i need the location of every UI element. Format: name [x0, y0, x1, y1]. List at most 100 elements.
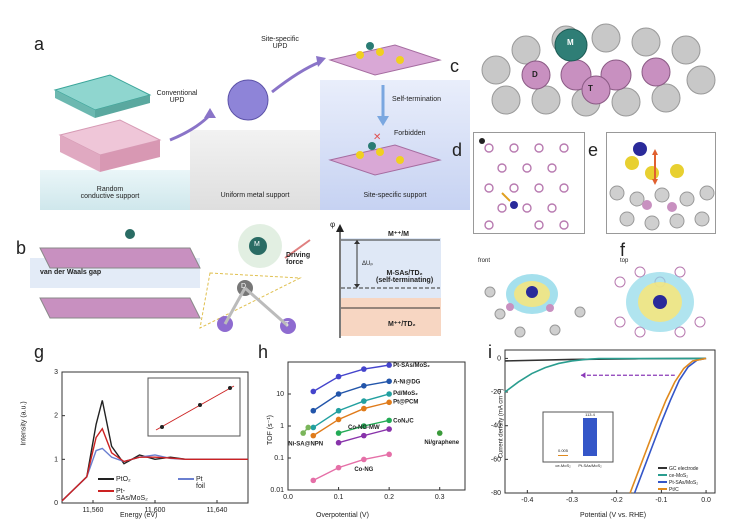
i-ytick-label: 0 [497, 355, 501, 362]
i-inset-bar-label: Pt-SAs/MoS₂ [578, 463, 602, 468]
level-td2-label: M⁺⁺/TD₂ [388, 321, 416, 328]
panel-e-structure [609, 142, 715, 231]
panel-f-label: f [620, 240, 626, 260]
g-series-line [61, 447, 248, 502]
step-site-specific-upd: Site-specific UPD [261, 36, 299, 50]
h-data-point [386, 362, 392, 368]
h-data-point [335, 464, 342, 471]
g-plot-frame [61, 371, 249, 504]
i-inset-bar [558, 455, 568, 456]
g-legend-ptsas: Pt-SAs/MoS₂ [116, 488, 148, 502]
h-series-label: Ni-SA@NPN [288, 441, 323, 447]
h-series-label: Ni/graphene [424, 440, 459, 446]
h-series-line [338, 419, 390, 434]
g-inset-frame [147, 377, 241, 437]
atom-m [554, 28, 588, 62]
i-ylabel: Current density (mA cm⁻²) [498, 388, 505, 459]
panel-e-box [606, 132, 716, 234]
h-data-point [335, 391, 342, 397]
atom-t-label: T [285, 321, 290, 328]
h-data-point [386, 391, 392, 397]
h-data-point [310, 477, 317, 484]
atom-d-label: D [241, 283, 247, 290]
h-ytick-label: 0.01 [270, 487, 284, 494]
h-series-line [312, 453, 390, 481]
panel-e-label: e [588, 140, 599, 160]
site-specific-structure-top [328, 42, 442, 76]
panel-c-structure [481, 23, 716, 117]
g-xtick-label: 11,640 [207, 507, 228, 514]
h-series-line [312, 364, 390, 393]
i-shift-arrowhead [580, 372, 586, 379]
g-inset-point [160, 425, 164, 429]
i-legend-entry: Pt/C [669, 487, 679, 493]
g-inset-line [155, 385, 235, 431]
i-legend-entry: GC electrode [669, 466, 699, 472]
h-data-point [361, 432, 367, 439]
h-ytick-label: 10 [276, 391, 284, 398]
g-ytick-label: 1 [54, 456, 58, 463]
h-series-label: A-Ni@DG [393, 379, 421, 385]
i-xtick-label: -0.1 [655, 497, 667, 504]
f-view-front: front [478, 258, 491, 264]
panel-g-label: g [34, 342, 45, 362]
panel-c-label: c [450, 56, 459, 76]
h-series-label: CoNₓ/C [393, 418, 414, 424]
g-inset-point [198, 403, 202, 407]
h-series-label: Pd/MoS₂ [393, 391, 418, 397]
vdw-gap-label: van der Waals gap [40, 269, 102, 276]
h-data-point [361, 456, 367, 463]
g-ytick-label: 3 [54, 369, 58, 376]
i-xtick-label: -0.3 [566, 497, 578, 504]
driving-force-label: Driving force [286, 252, 311, 266]
panel-h-label: h [258, 342, 269, 362]
g-legend-pto2: PtO₂ [116, 476, 131, 483]
h-series-label: Co-NG [354, 467, 373, 473]
h-plot-frame [287, 361, 466, 491]
g-series-line [61, 427, 248, 502]
step-forbidden: Forbidden [394, 130, 426, 137]
i-series-line [504, 357, 707, 393]
h-xtick-label: 0.1 [334, 494, 344, 501]
h-data-point [335, 416, 342, 423]
h-data-point [335, 373, 342, 380]
h-data-point [335, 407, 342, 414]
i-series-line [629, 357, 707, 494]
h-series-line [312, 380, 390, 412]
panel-a-label: a [34, 34, 45, 54]
i-xtick-label: -0.2 [611, 497, 623, 504]
h-data-point [300, 430, 306, 436]
svg-text:✕: ✕ [373, 132, 381, 143]
step-self-termination: Self-termination [392, 96, 442, 103]
panel-f-charge-maps [484, 266, 706, 338]
h-data-point [386, 417, 392, 424]
c-atom-t: T [588, 84, 593, 93]
i-xtick-label: -0.4 [521, 497, 533, 504]
i-inset-frame [542, 411, 614, 463]
h-data-point [310, 407, 317, 414]
g-inset-point [228, 386, 232, 390]
panel-b-graphic [30, 224, 441, 338]
h-data-point [361, 366, 367, 372]
h-series-line [312, 401, 390, 437]
i-inset-bar-label: ce-MoS₂ [555, 463, 571, 468]
stage-site-specific-support: Site-specific support [363, 192, 427, 199]
i-legend-entry: Pt-SAs/MoS₂ [669, 480, 698, 486]
h-data-point [361, 398, 367, 404]
c-atom-d: D [532, 70, 538, 79]
atom-m-label: M [254, 241, 260, 248]
step-conventional-upd: Conventional UPD [156, 90, 198, 104]
i-inset-value: 113.4 [585, 412, 595, 417]
i-xtick-label: 0.0 [701, 497, 711, 504]
g-legend-ptfoil: Pt foil [196, 476, 205, 490]
panel-d-box [473, 132, 585, 234]
i-legend-entry: ce-MoS₂ [669, 473, 688, 479]
panel-c: c M D T [450, 10, 737, 130]
stage-uniform-support: Uniform metal support [220, 192, 290, 199]
g-xlabel: Energy (eV) [120, 512, 158, 519]
g-ylabel: Intensity (a.u.) [20, 401, 28, 446]
h-xtick-label: 0.3 [435, 494, 445, 501]
h-data-point [361, 383, 367, 389]
h-series-label: Pt@PCM [393, 399, 418, 405]
delta-u-label: ΔUₚ [362, 261, 373, 267]
